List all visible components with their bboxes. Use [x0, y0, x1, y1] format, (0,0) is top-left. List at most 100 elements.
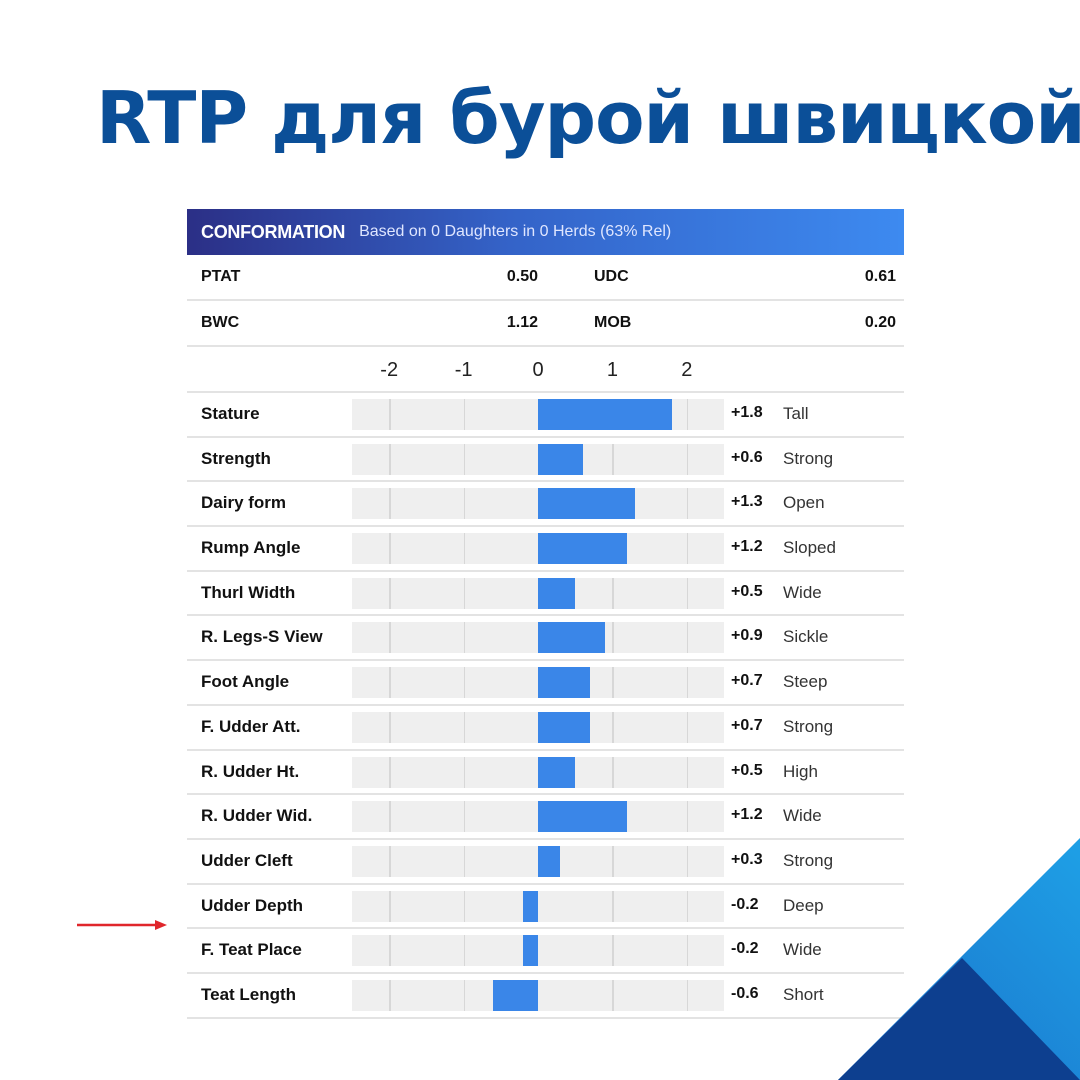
trait-value-label: +1.2	[731, 538, 763, 556]
trait-bar	[538, 399, 672, 430]
gridline	[686, 845, 689, 877]
summary-label: MOB	[594, 314, 632, 331]
trait-row: Rump Angle +1.2 Sloped	[187, 527, 904, 572]
gridline	[612, 443, 614, 475]
x-tick-label: -1	[454, 359, 473, 381]
panel-header: CONFORMATION Based on 0 Daughters in 0 H…	[187, 209, 904, 255]
bar-track	[352, 979, 724, 1011]
trait-row: Stature +1.8 Tall	[187, 393, 904, 438]
gridline	[463, 935, 466, 967]
gridline	[612, 756, 614, 788]
bar-track	[352, 622, 724, 654]
trait-bar	[538, 667, 591, 699]
trait-label: Udder Cleft	[201, 850, 293, 870]
trait-bar	[523, 935, 538, 967]
summary-value: 0.61	[864, 268, 896, 285]
bar-track	[352, 711, 724, 743]
gridline	[686, 711, 689, 743]
gridline	[686, 979, 689, 1011]
trait-value-label: +0.7	[731, 672, 763, 690]
gridline	[463, 399, 466, 430]
gridline	[463, 979, 466, 1011]
gridline	[389, 979, 391, 1011]
panel-header-subtitle: Based on 0 Daughters in 0 Herds (63% Rel…	[359, 223, 672, 240]
gridline	[612, 845, 614, 877]
trait-row: Foot Angle +0.7 Steep	[187, 661, 904, 706]
gridline	[463, 756, 466, 788]
gridline	[686, 533, 689, 565]
trait-description: Open	[783, 493, 825, 513]
trait-value-label: -0.2	[731, 895, 759, 913]
gridline	[686, 577, 689, 609]
trait-row: Dairy form +1.3 Open	[187, 482, 904, 528]
summary-row-bwc-mob: BWC 1.12 MOB 0.20	[187, 301, 904, 347]
gridline	[612, 979, 614, 1011]
trait-description: High	[783, 761, 818, 781]
bar-track	[352, 399, 724, 430]
trait-row: Strength +0.6 Strong	[187, 438, 904, 483]
summary-label: BWC	[201, 314, 240, 331]
trait-value-label: +1.8	[731, 404, 763, 421]
gridline	[686, 488, 689, 520]
gridline	[389, 801, 391, 833]
trait-value-label: +0.5	[731, 761, 763, 779]
trait-label: Thurl Width	[201, 582, 296, 602]
trait-bar	[538, 443, 583, 475]
trait-row: R. Legs-S View +0.9 Sickle	[187, 616, 904, 662]
trait-description: Strong	[783, 850, 834, 870]
trait-label: F. Teat Place	[201, 940, 302, 960]
bar-track	[352, 488, 724, 520]
gridline	[686, 622, 689, 654]
trait-value-label: +0.3	[731, 850, 763, 868]
trait-description: Tall	[783, 404, 809, 423]
trait-bar	[538, 801, 628, 833]
x-tick-label: 2	[681, 359, 693, 381]
gridline	[389, 845, 391, 877]
gridline	[612, 711, 614, 743]
gridline	[389, 399, 391, 430]
gridline	[389, 443, 391, 475]
trait-bar	[538, 533, 628, 565]
trait-description: Sloped	[783, 538, 836, 558]
bar-track	[352, 890, 724, 922]
trait-label: Strength	[201, 448, 271, 468]
bar-track	[352, 935, 724, 967]
gridline	[389, 533, 391, 565]
gridline	[612, 667, 614, 699]
gridline	[612, 577, 614, 609]
trait-label: R. Udder Ht.	[201, 761, 300, 781]
trait-description: Strong	[783, 716, 834, 736]
trait-bar	[538, 845, 561, 877]
panel-header-title: CONFORMATION	[201, 221, 346, 242]
gridline	[463, 577, 466, 609]
trait-description: Short	[783, 984, 824, 1004]
trait-label: R. Udder Wid.	[201, 806, 313, 826]
gridline	[686, 890, 689, 922]
trait-bar	[538, 577, 576, 609]
gridline	[463, 890, 466, 922]
gridline	[389, 711, 391, 743]
gridline	[686, 399, 689, 430]
red-arrow-icon	[77, 920, 167, 930]
trait-label: Teat Length	[201, 984, 297, 1004]
gridline	[463, 801, 466, 833]
gridline	[389, 667, 391, 699]
trait-value-label: +1.2	[731, 806, 763, 824]
trait-label: Dairy form	[201, 493, 287, 513]
page-title: RTP для бурой швицкой	[96, 76, 1080, 160]
trait-label: F. Udder Att.	[201, 716, 301, 736]
trait-value-label: -0.6	[731, 984, 759, 1002]
bar-track	[352, 533, 724, 565]
gridline	[612, 935, 614, 967]
gridline	[686, 443, 689, 475]
gridline	[389, 890, 391, 922]
gridline	[463, 533, 466, 565]
gridline	[463, 443, 466, 475]
gridline	[463, 845, 466, 877]
summary-label: PTAT	[201, 268, 241, 285]
gridline	[463, 711, 466, 743]
gridline	[612, 622, 614, 654]
trait-value-label: +1.3	[731, 493, 763, 511]
x-tick-label: 0	[532, 359, 544, 381]
trait-bar	[493, 979, 538, 1011]
